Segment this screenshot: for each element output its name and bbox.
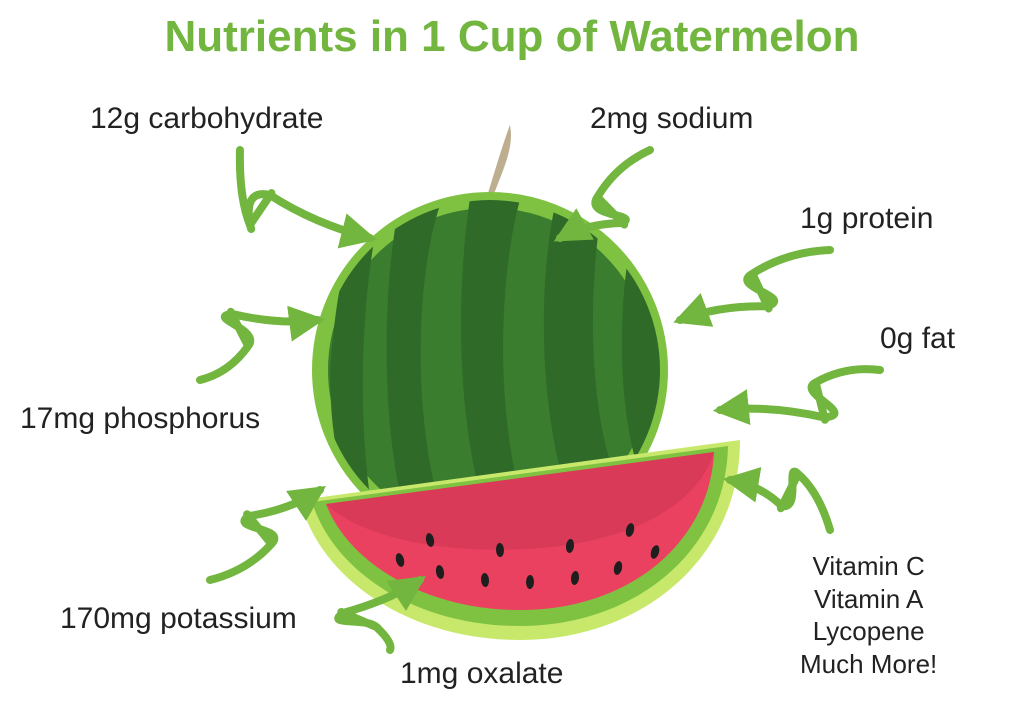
nutrient-label-fat: 0g fat — [880, 320, 955, 358]
arrow-potassium — [210, 490, 320, 580]
arrow-vitamins — [730, 472, 830, 530]
arrow-oxalate — [338, 580, 420, 650]
nutrient-label-phosphorus: 17mg phosphorus — [20, 400, 260, 438]
infographic-stage: Nutrients in 1 Cup of Watermelon — [0, 0, 1024, 710]
arrow-sodium — [560, 150, 650, 238]
nutrient-label-carb: 12g carbohydrate — [90, 100, 324, 138]
page-title: Nutrients in 1 Cup of Watermelon — [0, 12, 1024, 62]
nutrient-label-protein: 1g protein — [800, 200, 933, 238]
nutrient-label-sodium: 2mg sodium — [590, 100, 753, 138]
nutrient-label-potassium: 170mg potassium — [60, 600, 297, 638]
arrow-fat — [720, 369, 880, 420]
arrow-phosphorus — [200, 312, 318, 380]
arrow-protein — [680, 250, 830, 320]
nutrient-label-oxalate: 1mg oxalate — [400, 655, 563, 693]
nutrient-label-vitamins: Vitamin C Vitamin A Lycopene Much More! — [800, 550, 937, 680]
arrow-carb — [240, 150, 370, 238]
